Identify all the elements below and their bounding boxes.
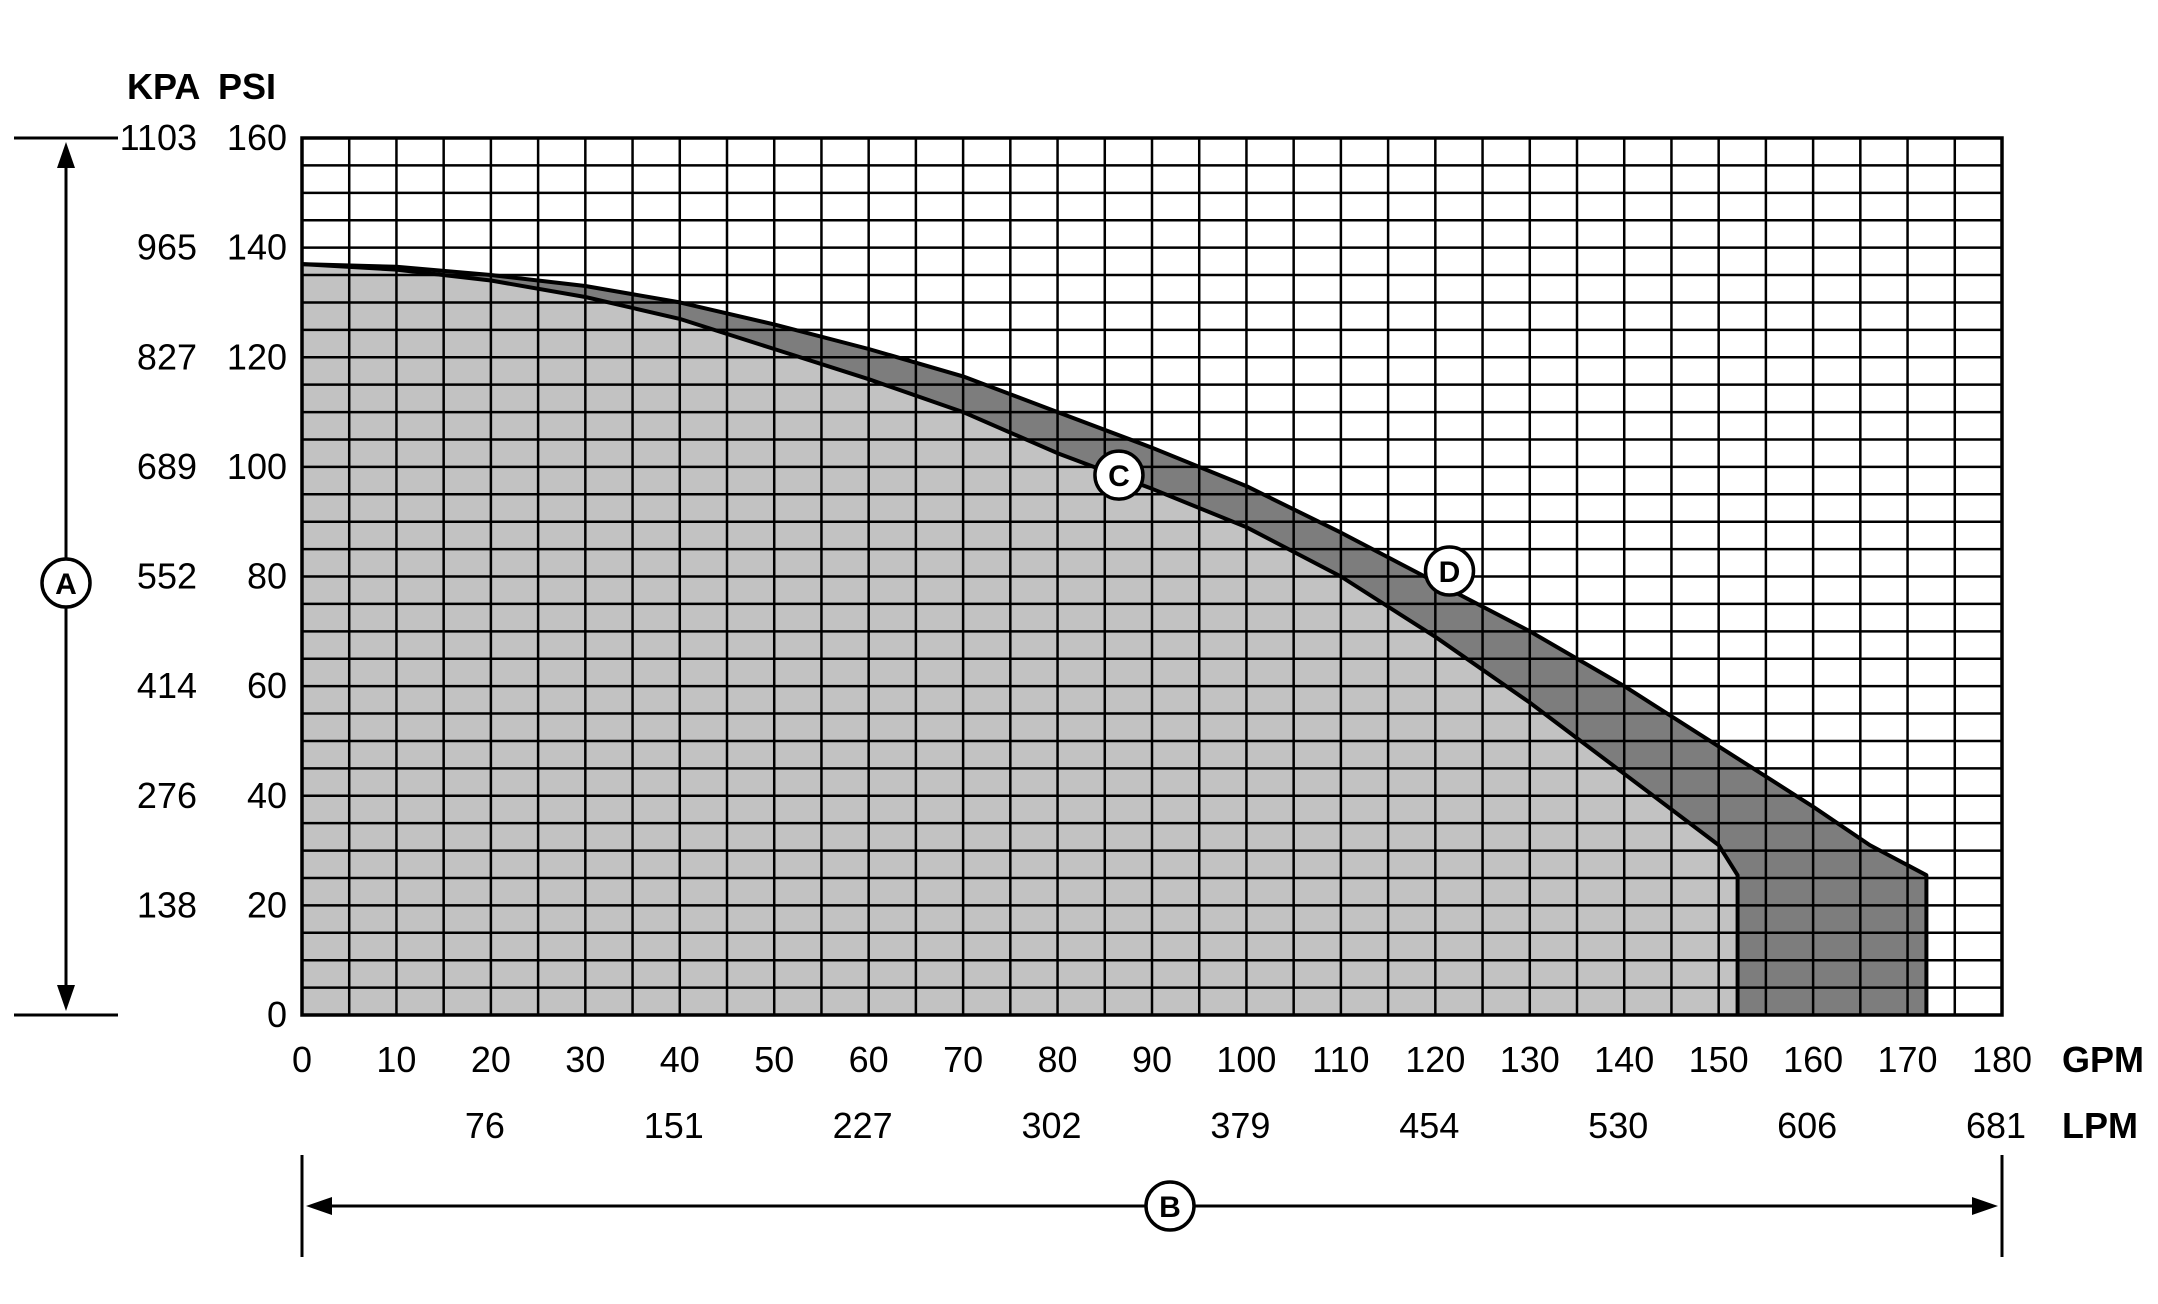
x-tick-labels: 0 10 20 30 40 50 60 70 80 90 100 110 120 130 140 150 160… bbox=[292, 1039, 2032, 1146]
y-tick-label: 80 bbox=[247, 556, 287, 597]
callout-circle bbox=[1144, 1180, 1196, 1232]
callout-circle bbox=[1093, 449, 1145, 501]
x-tick-label: 80 bbox=[1038, 1039, 1078, 1080]
callout-label: D bbox=[1439, 556, 1461, 589]
x-tick-label: 160 bbox=[1783, 1039, 1843, 1080]
y-secondary-tick-label: 552 bbox=[137, 556, 197, 597]
x-secondary-tick-label: 606 bbox=[1777, 1105, 1837, 1146]
x-tick-label: 50 bbox=[754, 1039, 794, 1080]
x-tick-label: 10 bbox=[376, 1039, 416, 1080]
y-primary-unit-label: PSI bbox=[218, 66, 276, 107]
y-secondary-tick-label: 276 bbox=[137, 775, 197, 816]
y-secondary-tick-label: 138 bbox=[137, 884, 197, 925]
y-tick-label: 60 bbox=[247, 665, 287, 706]
x-tick-label: 100 bbox=[1216, 1039, 1276, 1080]
series-curve-d bbox=[301, 262, 1929, 1015]
x-tick-label: 90 bbox=[1132, 1039, 1172, 1080]
y-secondary-tick-label: 414 bbox=[137, 665, 197, 706]
y-secondary-unit-label: KPA bbox=[127, 66, 200, 107]
y-secondary-tick-label: 1103 bbox=[120, 117, 197, 158]
x-tick-label: 140 bbox=[1594, 1039, 1654, 1080]
callout-circle bbox=[1423, 545, 1476, 597]
x-tick-label: 150 bbox=[1689, 1039, 1749, 1080]
dimension-a-arrow-down bbox=[57, 985, 75, 1011]
callout-a: A bbox=[40, 557, 92, 609]
callout-d: D bbox=[1423, 545, 1476, 597]
y-secondary-tick-label: 689 bbox=[137, 446, 197, 487]
callout-label: C bbox=[1108, 460, 1130, 493]
y-tick-labels: 0 20 40 60 80 100 120 140 160 138 276 414 552 689 827 9… bbox=[120, 117, 287, 1035]
x-secondary-tick-label: 681 bbox=[1966, 1105, 2026, 1146]
x-tick-label: 110 bbox=[1312, 1039, 1369, 1080]
x-tick-label: 170 bbox=[1878, 1039, 1938, 1080]
y-tick-label: 0 bbox=[267, 994, 287, 1035]
series-areas bbox=[302, 264, 1927, 1016]
callout-label: A bbox=[55, 568, 77, 601]
series-area-c bbox=[302, 264, 1738, 1016]
x-secondary-tick-label: 151 bbox=[644, 1105, 704, 1146]
x-secondary-tick-label: 379 bbox=[1210, 1105, 1270, 1146]
x-secondary-tick-label: 454 bbox=[1399, 1105, 1459, 1146]
y-tick-label: 20 bbox=[247, 884, 287, 925]
y-secondary-tick-label: 827 bbox=[137, 336, 197, 377]
callouts: A B C D bbox=[40, 449, 1476, 1232]
callout-b: B bbox=[1144, 1180, 1196, 1232]
dimension-a-arrow-up bbox=[57, 142, 75, 168]
x-tick-label: 30 bbox=[565, 1039, 605, 1080]
x-tick-label: 130 bbox=[1500, 1039, 1560, 1080]
x-tick-label: 180 bbox=[1972, 1039, 2032, 1080]
y-tick-label: 40 bbox=[247, 775, 287, 816]
plot-border bbox=[300, 136, 2004, 1017]
x-tick-label: 0 bbox=[292, 1039, 312, 1080]
y-tick-label: 160 bbox=[227, 117, 287, 158]
callout-circle bbox=[40, 557, 92, 609]
callout-label: B bbox=[1159, 1191, 1181, 1224]
x-primary-unit-label: GPM bbox=[2062, 1039, 2144, 1080]
plot-frame bbox=[300, 136, 2004, 1017]
dimension-b-arrow-left bbox=[306, 1197, 332, 1215]
y-tick-label: 100 bbox=[227, 446, 287, 487]
y-tick-label: 140 bbox=[227, 227, 287, 268]
callout-c: C bbox=[1093, 449, 1145, 501]
y-tick-label: 120 bbox=[227, 336, 287, 377]
x-secondary-unit-label: LPM bbox=[2062, 1105, 2138, 1146]
x-secondary-tick-label: 302 bbox=[1022, 1105, 1082, 1146]
x-tick-label: 70 bbox=[943, 1039, 983, 1080]
x-tick-label: 120 bbox=[1405, 1039, 1465, 1080]
x-tick-label: 40 bbox=[660, 1039, 700, 1080]
x-secondary-tick-label: 530 bbox=[1588, 1105, 1648, 1146]
dimension-b-arrow-right bbox=[1972, 1197, 1998, 1215]
x-secondary-tick-label: 76 bbox=[465, 1105, 505, 1146]
grid bbox=[302, 138, 2002, 1015]
x-tick-label: 20 bbox=[471, 1039, 511, 1080]
x-secondary-tick-label: 227 bbox=[833, 1105, 893, 1146]
y-secondary-tick-label: 965 bbox=[137, 227, 197, 268]
x-tick-label: 60 bbox=[849, 1039, 889, 1080]
